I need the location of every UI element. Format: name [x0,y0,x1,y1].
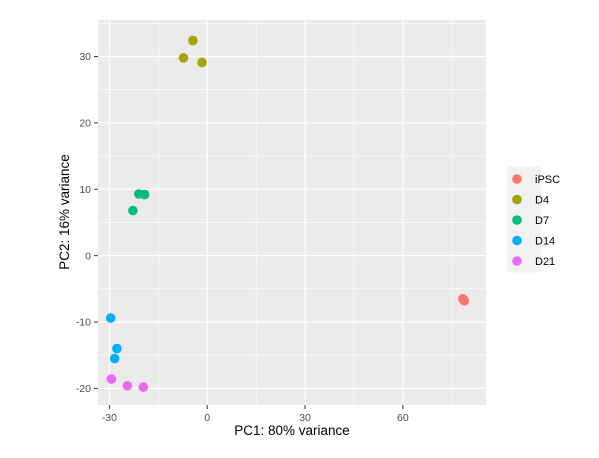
data-point-d4 [188,35,198,46]
y-tick-label: -10 [76,317,91,329]
x-tick-label: 0 [204,412,210,424]
legend-label: D21 [535,256,555,268]
y-tick-label: 20 [79,118,91,130]
legend-label: D7 [535,215,549,227]
y-tick-label: -20 [76,383,91,395]
legend-key-ipsc [512,174,522,184]
data-point-d7 [139,189,150,200]
data-point-d21 [138,382,149,392]
y-axis: -20 -10 0 10 20 30 [76,51,98,395]
data-point-d4 [178,53,189,63]
x-tick-label: -30 [102,412,117,424]
grid-minor [98,20,486,405]
legend-label: iPSC [535,174,560,186]
legend-key-d7 [512,215,522,225]
data-point-d14 [112,343,122,354]
data-points [105,35,470,392]
x-tick-label: 60 [397,412,409,424]
data-point-d21 [122,380,133,391]
x-tick-label: 30 [299,412,311,424]
legend-key-d4 [512,194,522,205]
grid-major [98,20,486,405]
y-tick-label: 10 [79,184,91,196]
data-point-d14 [109,353,120,364]
legend-key-d14 [512,235,522,246]
legend: iPSC D4 D7 D14 D21 [507,166,560,273]
data-point-d21 [106,374,117,384]
data-point-d7 [128,205,138,216]
legend-label: D4 [535,195,549,207]
legend-label: D14 [535,236,555,248]
plot-panel [98,20,486,405]
x-axis: -30 0 30 60 [102,405,409,424]
x-axis-label: PC1: 80% variance [234,423,350,438]
y-axis-label: PC2: 16% variance [57,154,72,270]
legend-key-d21 [512,256,522,266]
data-point-d14 [105,313,116,323]
data-point-ipsc [458,294,469,305]
data-point-d4 [197,57,207,68]
y-tick-label: 30 [79,51,91,63]
y-tick-label: 0 [85,250,91,262]
